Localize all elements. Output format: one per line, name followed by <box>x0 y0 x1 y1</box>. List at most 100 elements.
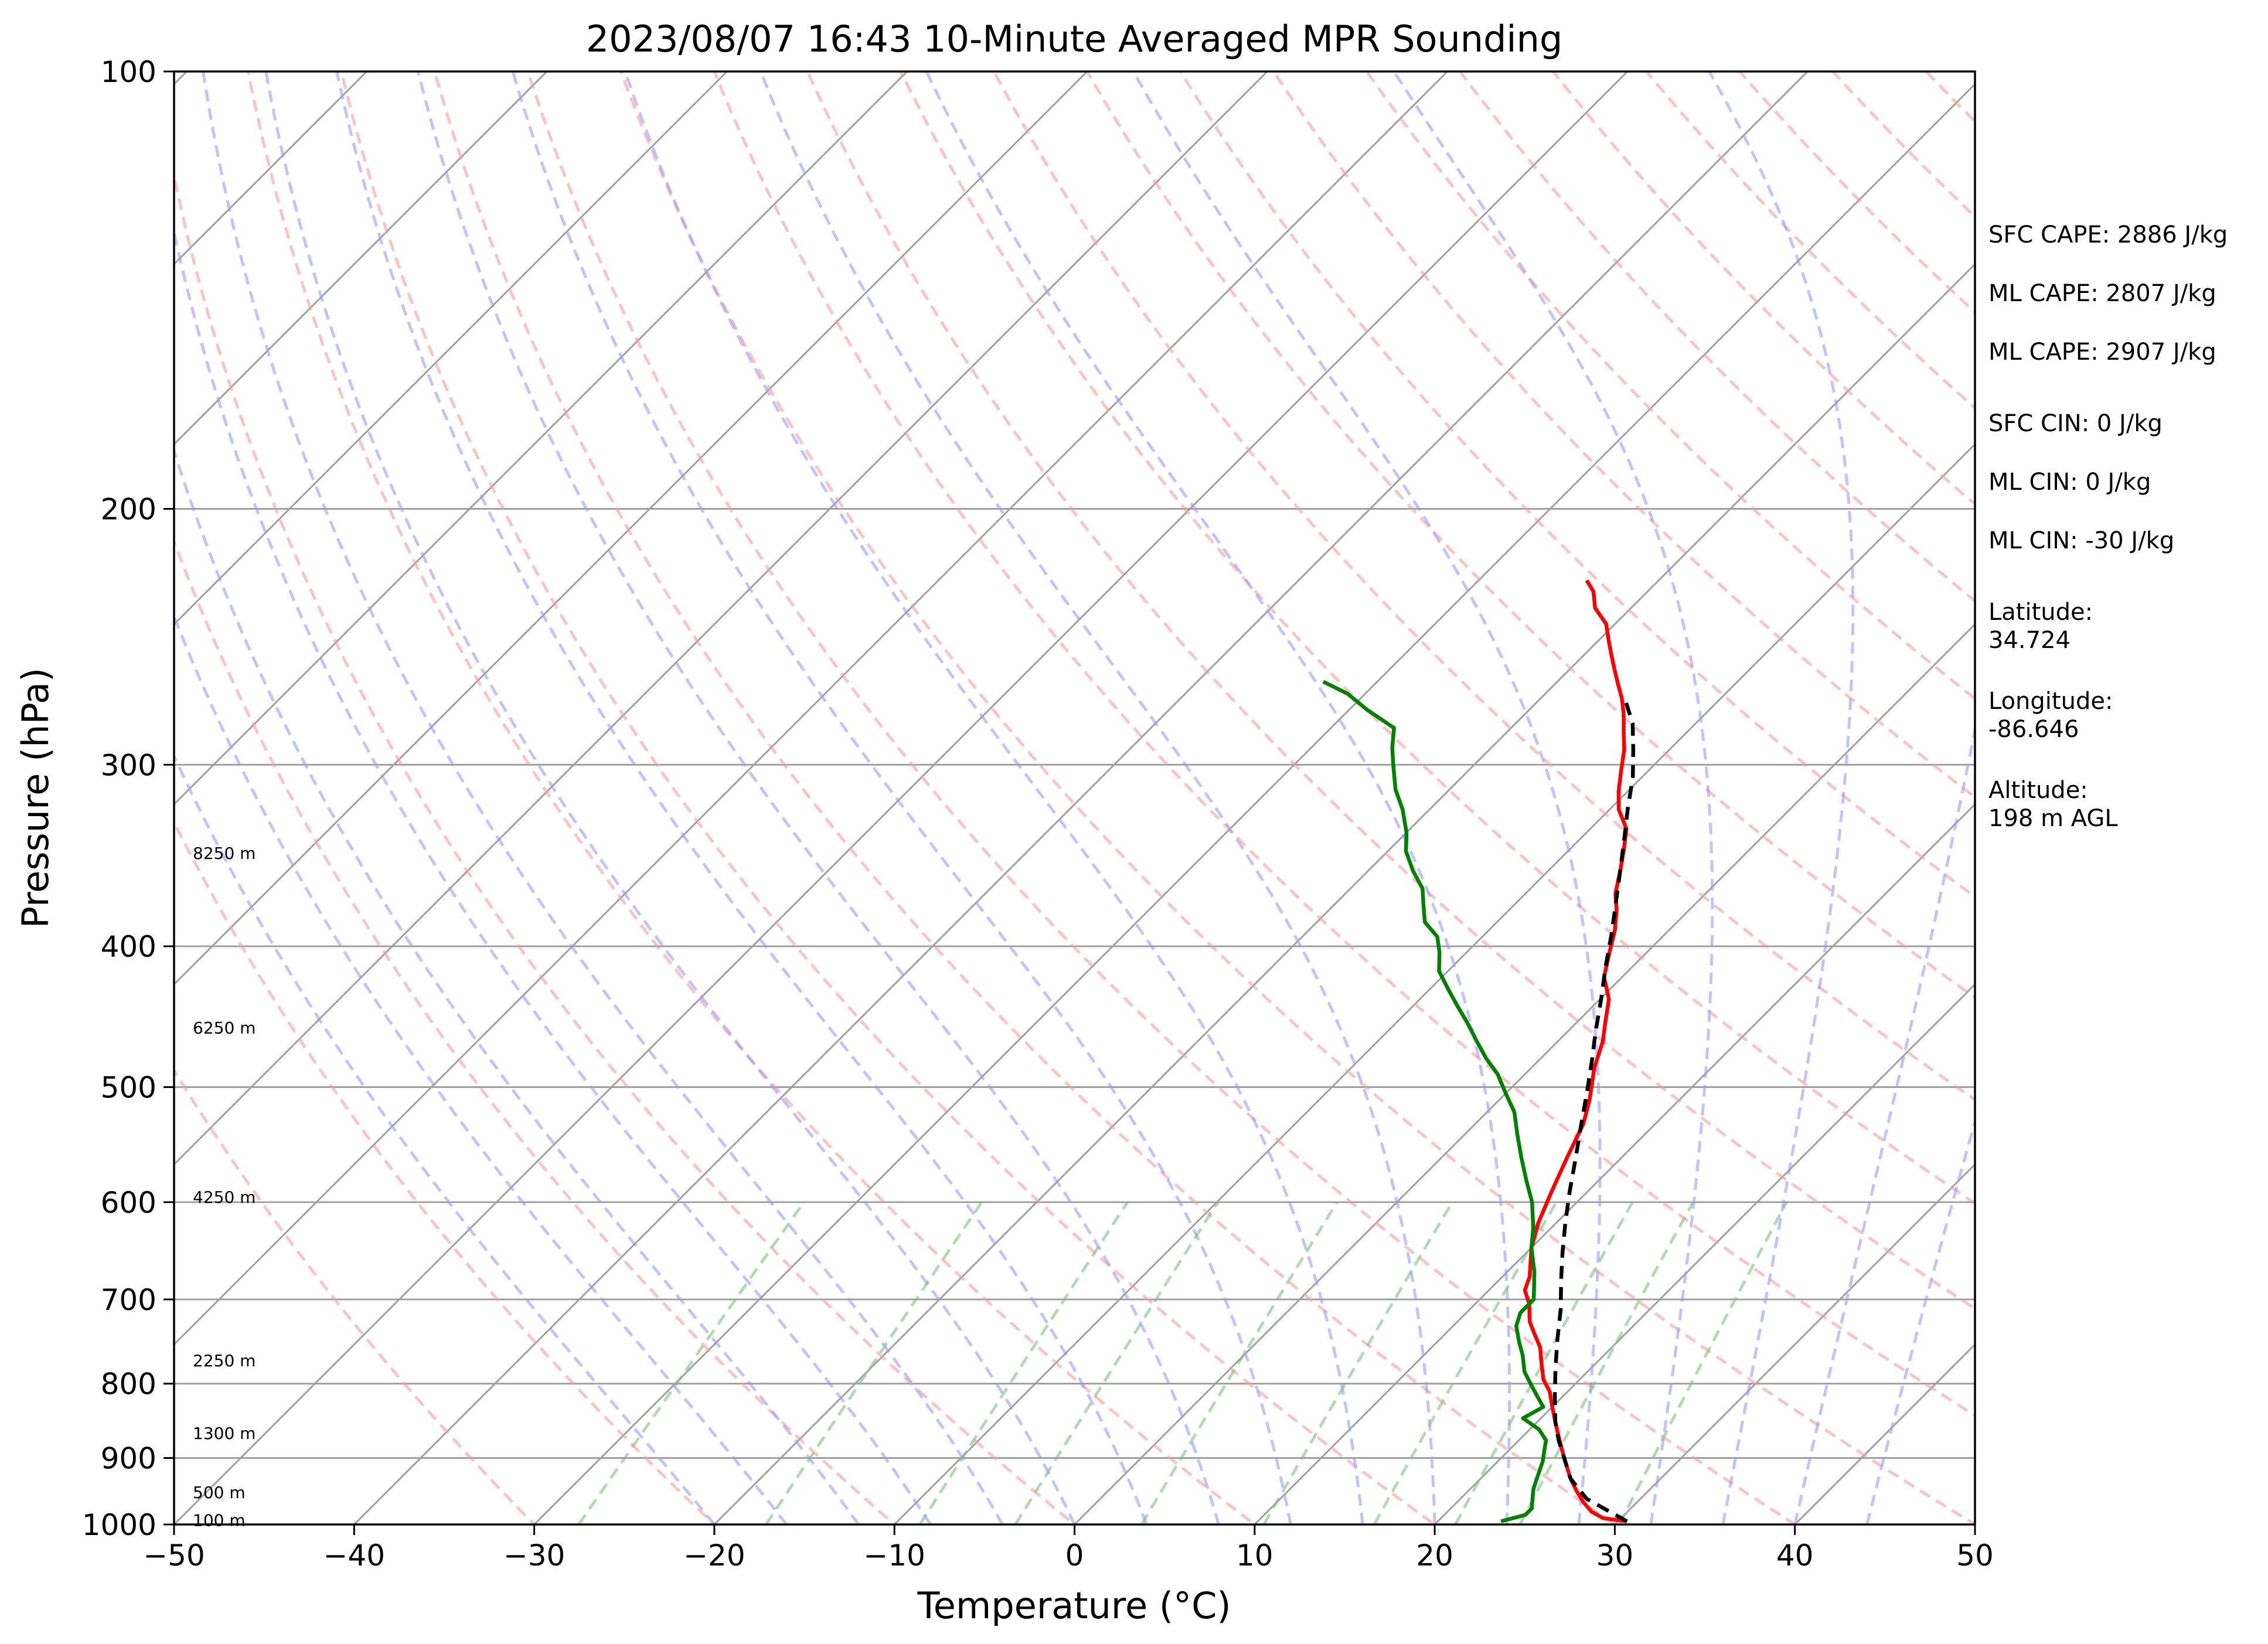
isotherm-line <box>1254 803 1975 1524</box>
dewpoint-profile <box>1322 680 1548 1523</box>
isotherm-line <box>353 71 1809 1524</box>
y-tick-label: 400 <box>101 930 156 964</box>
temperature-profile <box>1523 579 1629 1523</box>
mixing-ratio-line <box>1617 1201 1788 1524</box>
info-panel: SFC CAPE: 2886 J/kg ML CAPE: 2807 J/kg M… <box>1988 221 2228 832</box>
isotherm-line <box>1614 1163 1975 1524</box>
dry-adiabat-line <box>1458 71 1975 603</box>
grid-layer <box>0 71 1975 1524</box>
y-tick-label: 100 <box>101 55 156 89</box>
mixing-ratio-line <box>1373 1201 1558 1524</box>
y-tick-label: 300 <box>101 748 156 782</box>
dry-adiabat-line <box>339 71 1438 1524</box>
height-labels: 100 m 500 m 1300 m 2250 m 4250 m 6250 m 8250 m <box>193 844 256 1530</box>
x-tick-label: 30 <box>1596 1539 1634 1573</box>
isotherm-line <box>174 71 728 626</box>
y-tick-label: 800 <box>101 1367 156 1401</box>
altitude-label: Altitude: <box>1988 777 2088 804</box>
dry-adiabat-line <box>1365 71 1975 701</box>
height-label: 8250 m <box>193 844 256 863</box>
x-tick-label: −20 <box>683 1539 745 1573</box>
dry-adiabat-line <box>806 71 1975 1311</box>
dry-adiabat-line <box>1738 71 1975 315</box>
dry-adiabat-line <box>174 1067 537 1524</box>
mixing-ratio-line <box>1262 1201 1454 1524</box>
isotherm-line <box>174 71 1448 1346</box>
dry-adiabat-line <box>526 71 1798 1524</box>
longitude-value: -86.646 <box>1988 716 2079 743</box>
mixing-ratio-line <box>765 1201 983 1524</box>
ml-cin-text: ML CIN: 0 J/kg <box>1988 469 2151 496</box>
isotherm-line <box>174 71 1268 1166</box>
longitude-label: Longitude: <box>1988 688 2113 715</box>
isotherm-line <box>174 71 1088 986</box>
height-label: 1300 m <box>193 1424 256 1443</box>
sfc-cape-text: SFC CAPE: 2886 J/kg <box>1988 221 2228 248</box>
height-label: 6250 m <box>193 1018 256 1038</box>
isotherm-line <box>533 83 1975 1524</box>
dry-adiabat-line <box>1085 71 1975 1000</box>
y-tick-label: 900 <box>101 1442 156 1476</box>
x-tick-label: 0 <box>1065 1539 1084 1573</box>
moist-adiabat-line <box>1132 71 1602 1524</box>
sfc-cin-text: SFC CIN: 0 J/kg <box>1988 410 2163 437</box>
isotherm-line <box>1434 983 1975 1524</box>
isotherm-line <box>0 71 6 1524</box>
dry-adiabat-line <box>174 169 1077 1524</box>
x-tick-label: −40 <box>323 1539 386 1573</box>
height-label: 100 m <box>193 1510 246 1530</box>
moist-adiabat-line <box>174 446 860 1524</box>
y-tick-label: 500 <box>101 1070 156 1104</box>
x-tick-label: 10 <box>1236 1539 1273 1573</box>
mixing-ratio-line <box>1453 1201 1634 1524</box>
isotherm-line <box>174 71 1629 1524</box>
height-label: 2250 m <box>193 1351 256 1370</box>
moist-adiabat-line <box>174 752 716 1524</box>
moist-adiabat-line <box>1793 722 1975 1524</box>
x-axis: −50 −40 −30 −20 −10 0 10 20 30 40 50 <box>143 1524 1994 1573</box>
isotherm-line <box>713 262 1975 1524</box>
latitude-label: Latitude: <box>1988 599 2093 626</box>
dry-adiabat-line <box>713 71 1975 1417</box>
mixing-ratio-line <box>1014 1201 1220 1524</box>
moist-adiabat-line <box>925 71 1511 1524</box>
moist-adiabat-line <box>1392 71 1714 1524</box>
y-tick-label: 600 <box>101 1186 156 1220</box>
dry-adiabat-line <box>174 537 897 1524</box>
x-tick-label: 50 <box>1956 1539 1994 1573</box>
moist-adiabat-line <box>1708 71 1855 1524</box>
moist-adiabat-line <box>202 71 1004 1524</box>
dry-adiabat-line <box>433 71 1617 1524</box>
y-axis-label: Pressure (hPa) <box>14 668 57 929</box>
moist-adiabat-line <box>624 71 1364 1524</box>
x-tick-label: −10 <box>863 1539 925 1573</box>
y-tick-label: 1000 <box>82 1508 156 1542</box>
isotherm-line <box>174 71 548 446</box>
x-tick-label: −30 <box>503 1539 566 1573</box>
moist-adiabat-line <box>511 71 1292 1524</box>
dry-adiabat-line <box>899 71 1975 1205</box>
plot-frame <box>173 70 1976 1526</box>
y-tick-label: 200 <box>101 493 156 527</box>
height-label: 500 m <box>193 1483 246 1502</box>
ml-cape-text: ML CAPE: 2807 J/kg <box>1988 280 2216 307</box>
moist-adiabat-line <box>264 71 1076 1524</box>
moist-adiabat-line <box>174 225 932 1524</box>
x-tick-label: 20 <box>1416 1539 1453 1573</box>
ml-cin-text-2: ML CIN: -30 J/kg <box>1988 527 2174 554</box>
mixing-ratio-line <box>1518 1201 1695 1524</box>
ml-cape-text-2: ML CAPE: 2907 J/kg <box>1988 339 2216 366</box>
isotherm-line <box>174 71 908 806</box>
dry-adiabat-line <box>246 71 1258 1524</box>
dry-adiabat-line <box>1551 71 1975 506</box>
moist-adiabat-line <box>174 613 788 1524</box>
y-tick-label: 700 <box>101 1283 156 1317</box>
mixing-ratio-line <box>918 1201 1129 1524</box>
dry-adiabat-line <box>1179 71 1975 899</box>
isotherm-line <box>894 443 1975 1524</box>
dry-adiabat-line <box>1272 71 1975 799</box>
height-label: 4250 m <box>193 1188 256 1207</box>
mixing-ratio-line <box>1140 1201 1339 1524</box>
data-layer <box>1322 579 1636 1523</box>
